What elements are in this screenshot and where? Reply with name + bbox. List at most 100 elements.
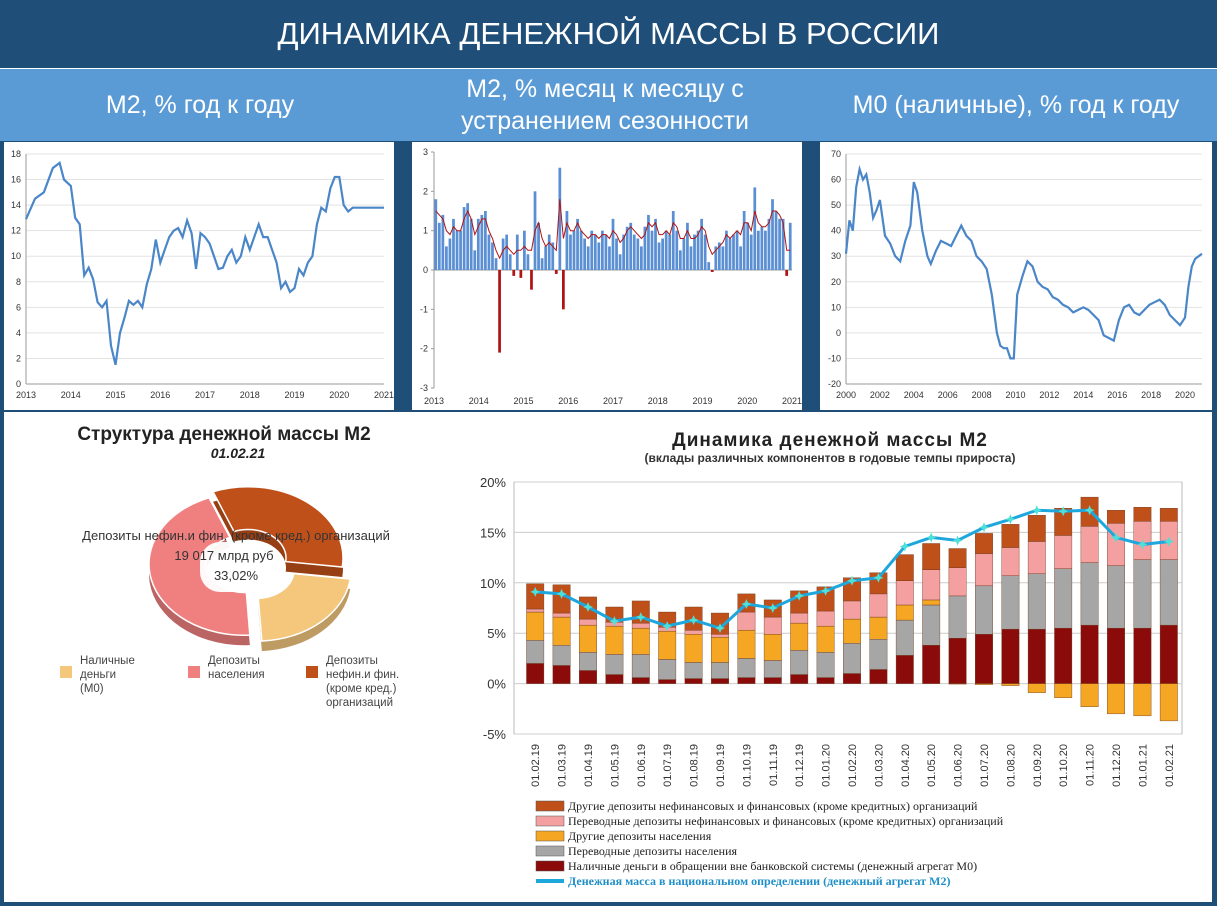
stack-segment xyxy=(631,654,650,678)
bar xyxy=(558,167,562,270)
stack-segment xyxy=(1133,627,1152,684)
bar xyxy=(473,250,477,270)
stack-subtitle: (вклады различных компонентов в годовые … xyxy=(645,451,1016,465)
x-tick-label: 2017 xyxy=(603,396,623,406)
x-tick-label: 2004 xyxy=(904,390,924,400)
bar xyxy=(742,211,746,270)
y-tick-label: 10% xyxy=(480,576,506,591)
m2-marker xyxy=(979,522,989,533)
bar xyxy=(434,199,438,270)
x-tick-label: 01.11.20 xyxy=(1085,744,1097,786)
stack-segment xyxy=(843,643,861,674)
bar xyxy=(693,234,696,270)
bar xyxy=(569,234,572,270)
subtitle-m0-yoy: М0 (наличные), % год к году xyxy=(852,91,1180,119)
bar xyxy=(565,211,569,270)
bar xyxy=(544,246,548,270)
y-tick-label: 20% xyxy=(480,475,506,490)
bar xyxy=(664,230,668,270)
y-tick-label: 60 xyxy=(831,175,841,185)
stack-segment xyxy=(1027,541,1046,574)
stack-segment xyxy=(975,533,993,554)
bar xyxy=(576,218,579,270)
x-tick-label: 01.03.20 xyxy=(873,744,885,787)
stack-segment xyxy=(816,625,835,653)
y-tick-label: 14 xyxy=(11,200,21,210)
bar xyxy=(437,222,441,270)
y-tick-label: 15% xyxy=(480,525,506,540)
bar xyxy=(611,218,615,270)
legend-swatch xyxy=(535,860,565,872)
stack-segment xyxy=(763,634,782,661)
bar xyxy=(526,254,530,270)
bar xyxy=(593,234,597,270)
bar xyxy=(700,218,703,270)
bar xyxy=(710,270,714,272)
x-tick-label: 01.12.19 xyxy=(794,744,806,787)
m2-marker xyxy=(952,535,963,546)
x-tick-label: 2019 xyxy=(284,390,304,400)
stack-segment xyxy=(1027,683,1046,693)
bar xyxy=(551,242,555,270)
stack-segment xyxy=(869,639,888,670)
m2-yoy-chart: 0 2 4 6 8 10 12 14 16 18 2013 2014 2015 2016 2017 2018 2… xyxy=(11,149,394,400)
stack-segment xyxy=(816,652,835,678)
m0-yoy-chart: -20 -10 0 10 20 30 40 50 60 70 2000 2002 2004 2006 200… xyxy=(828,149,1203,400)
x-tick-label: 2016 xyxy=(150,390,170,400)
m2-marker xyxy=(662,621,673,632)
page-header: ДИНАМИКА ДЕНЕЖНОЙ МАССЫ В РОССИИ xyxy=(0,0,1217,68)
stack-segment xyxy=(658,679,677,684)
x-tick-label: 01.07.19 xyxy=(662,744,674,787)
m2-marker xyxy=(1163,536,1174,547)
bar xyxy=(774,211,778,270)
x-tick-label: 2018 xyxy=(648,396,668,406)
y-tick-label: 16 xyxy=(11,175,21,185)
x-tick-label: 01.01.21 xyxy=(1137,744,1149,787)
x-tick-label: 01.05.20 xyxy=(926,744,938,787)
m2-marker xyxy=(609,616,620,627)
stack-segment xyxy=(843,618,861,644)
bar xyxy=(707,262,711,270)
y-tick-label: 40 xyxy=(831,226,841,236)
subtitle-m2-yoy: М2, % год к году xyxy=(105,91,295,119)
bar xyxy=(484,211,487,270)
stack-segment xyxy=(922,569,941,601)
page-title: ДИНАМИКА ДЕНЕЖНОЙ МАССЫ В РОССИИ xyxy=(277,16,940,51)
bar xyxy=(505,234,509,270)
bar xyxy=(466,203,470,270)
stack-segment xyxy=(922,543,941,570)
stack-segment xyxy=(790,612,809,624)
legend-label-household: Депозиты населения xyxy=(208,655,265,681)
bar xyxy=(455,230,459,270)
bar xyxy=(608,246,611,270)
series-line xyxy=(24,161,384,366)
bar xyxy=(604,234,608,270)
bar xyxy=(650,230,654,270)
x-tick-label: 2014 xyxy=(61,390,81,400)
x-tick-label: 01.02.19 xyxy=(530,744,542,787)
x-tick-label: 2020 xyxy=(329,390,349,400)
smoothed-line xyxy=(435,199,791,260)
stack-segment xyxy=(869,616,888,640)
m2-marker xyxy=(926,532,937,543)
stack-segment xyxy=(1080,562,1099,626)
bar xyxy=(678,250,682,270)
stack-segment xyxy=(895,580,914,606)
stack-segment xyxy=(763,616,782,635)
stack-segment xyxy=(711,662,729,679)
m2-marker xyxy=(820,585,831,596)
stack-segment xyxy=(684,678,703,684)
stack-segment xyxy=(711,634,729,638)
bar xyxy=(675,230,679,270)
x-tick-label: 01.06.19 xyxy=(636,744,648,787)
stack-segment xyxy=(922,645,941,684)
x-tick-label: 01.05.19 xyxy=(609,744,621,787)
y-tick-label: 10 xyxy=(11,251,21,261)
y-tick-label: 70 xyxy=(831,149,841,159)
y-tick-label: 10 xyxy=(831,302,841,312)
stack-segment xyxy=(843,673,861,684)
m2-marker xyxy=(1137,539,1148,550)
bar xyxy=(547,234,551,270)
bar xyxy=(629,222,633,270)
legend-label-m2: Денежная масса в национальном определени… xyxy=(568,874,950,888)
